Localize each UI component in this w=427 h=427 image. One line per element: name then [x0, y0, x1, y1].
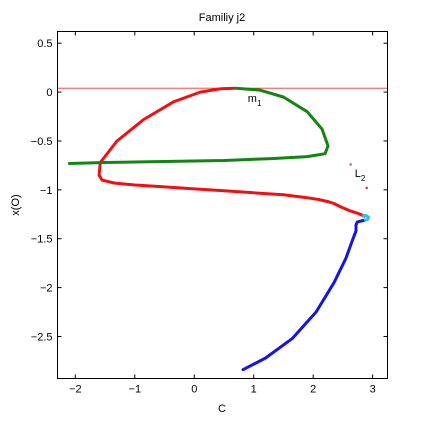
x-axis-label: C	[218, 403, 226, 415]
x-tick-label: 2	[310, 384, 316, 396]
y-tick-label: −0.5	[31, 136, 53, 148]
series-line-1	[97, 86, 366, 218]
annotation-label-2: L2	[355, 168, 366, 183]
y-tick-label: −1	[40, 185, 53, 197]
y-tick-label: 0.5	[37, 38, 52, 50]
series-line-2	[67, 86, 330, 165]
x-tick-label: 3	[370, 384, 376, 396]
y-axis-ticks: 0.5 0 −0.5 −1 −1.5 −2 −2.5	[31, 38, 388, 343]
y-tick-label: 0	[46, 87, 52, 99]
plot-frame	[57, 31, 388, 379]
x-tick-label: −1	[129, 384, 142, 396]
series-line-3	[241, 218, 367, 372]
y-tick-label: −2.5	[31, 331, 53, 343]
annotation-label-1: m1	[248, 93, 262, 108]
y-tick-label: −2	[40, 283, 53, 295]
plot-area	[57, 86, 388, 372]
x-tick-label: 0	[191, 384, 197, 396]
y-axis-label: x(O)	[10, 194, 22, 215]
x-tick-label: −2	[69, 384, 82, 396]
marker-point-2	[349, 163, 352, 166]
annotations: m1 L2	[248, 93, 366, 183]
series-line-4	[361, 213, 370, 222]
x-tick-label: 1	[251, 384, 257, 396]
x-axis-ticks: −2 −1 0 1 2 3	[69, 31, 376, 396]
marker-point-1	[365, 186, 368, 190]
y-tick-label: −1.5	[31, 234, 53, 246]
chart-title: Familiy j2	[199, 12, 245, 24]
